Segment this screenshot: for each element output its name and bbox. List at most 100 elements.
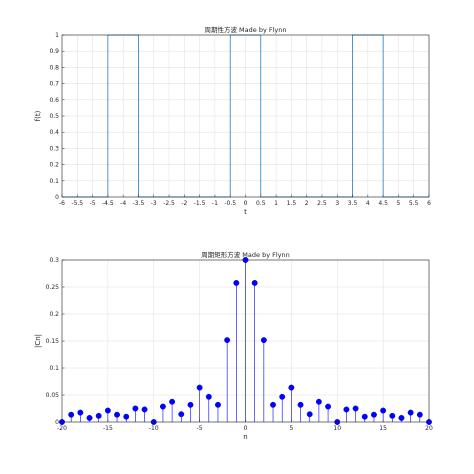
x-tick-label: -5 (90, 200, 96, 207)
y-tick-label: 0 (55, 419, 59, 426)
y-tick-label: 0.3 (49, 145, 59, 152)
x-tick-label: -4.5 (102, 200, 114, 207)
x-tick-label: 0.5 (256, 200, 266, 207)
stem-point (416, 411, 423, 418)
y-tick-label: 0.9 (49, 48, 59, 55)
y-tick-label: 0.5 (49, 113, 59, 120)
y-tick-label: 0.15 (46, 338, 60, 345)
stem-point (159, 403, 166, 410)
stem-point (361, 413, 368, 420)
ticks-bottom: -20 -15 -10 -5 0 5 10 15 20 0 0.05 0.1 0.15 0.2 0.25 0.… (46, 257, 433, 432)
stem-point (123, 413, 130, 420)
y-tick-label: 0.1 (49, 178, 59, 185)
stem-point (77, 409, 84, 416)
x-tick-label: -5 (197, 425, 203, 432)
x-tick-label: 2.5 (317, 200, 327, 207)
x-tick-label: 0 (244, 425, 248, 432)
grid-top (61, 34, 430, 198)
x-tick-label: 4 (366, 200, 370, 207)
y-axis-label-top: f(t) (34, 110, 42, 121)
stem-point (389, 412, 396, 419)
y-axis-label-bottom: |Cn| (34, 334, 42, 348)
x-tick-label: -4 (120, 200, 126, 207)
chart-title-top: 周期性方波 Made by Flynn (204, 25, 286, 34)
x-tick-label: -1.5 (194, 200, 206, 207)
stem-point (371, 411, 377, 418)
axes-frame-top (61, 34, 430, 198)
stem-point (315, 398, 322, 405)
stem-point (380, 407, 387, 414)
stem-point (398, 415, 405, 421)
y-tick-label: 0 (55, 194, 59, 201)
x-tick-label: 10 (333, 425, 341, 432)
x-tick-label: -3.5 (133, 200, 145, 207)
stem-point (178, 411, 185, 418)
stem-point (224, 337, 231, 344)
axes-frame-bottom (61, 259, 430, 423)
y-tick-label: 0.4 (49, 129, 59, 136)
x-tick-label: 20 (425, 425, 433, 432)
stem-point (251, 280, 258, 286)
x-tick-label: 5 (397, 200, 401, 207)
stem-point (288, 384, 295, 391)
x-axis-label-bottom: n (243, 433, 247, 441)
x-tick-label: -0.5 (224, 200, 236, 207)
axes-top-square-wave: -6 -5.5 -5 -4.5 -4 -3.5 -3 -2.5 -2 -1.5 -1 -0.5 0 0.5… (34, 25, 431, 216)
y-tick-label: 0.2 (49, 162, 59, 169)
stem-point (407, 409, 414, 416)
y-tick-label: 0.8 (49, 64, 59, 71)
x-tick-label: -6 (59, 200, 65, 207)
stem-point (306, 411, 313, 418)
x-tick-label: -1 (212, 200, 218, 207)
stem-point (196, 384, 203, 391)
x-tick-label: 2 (305, 200, 309, 207)
stem-point (132, 405, 139, 412)
stem-point (68, 411, 75, 418)
y-tick-label: 0.25 (46, 284, 60, 291)
stem-point (114, 411, 121, 418)
y-tick-label: 0.6 (49, 97, 59, 104)
ticks-top: -6 -5.5 -5 -4.5 -4 -3.5 -3 -2.5 -2 -1.5 -1 -0.5 0 0.5… (49, 32, 431, 207)
stem-point (141, 406, 148, 413)
y-tick-label: 0.2 (49, 311, 59, 318)
x-tick-label: -10 (149, 425, 159, 432)
x-tick-label: 4.5 (378, 200, 388, 207)
y-tick-label: 0.3 (49, 257, 59, 264)
x-tick-label: -3 (151, 200, 157, 207)
x-axis-label-top: t (244, 208, 247, 216)
y-tick-label: 0.7 (49, 81, 59, 88)
x-tick-label: 3.5 (348, 200, 358, 207)
stem-point (187, 401, 194, 408)
stem-point (169, 398, 176, 405)
stem-point (325, 403, 332, 410)
stem-point (215, 401, 221, 408)
x-tick-label: 15 (379, 425, 387, 432)
stem-point (297, 401, 304, 408)
stem-point (270, 401, 276, 408)
stem-point (205, 393, 212, 400)
x-tick-label: 1.5 (287, 200, 297, 207)
x-tick-label: -2 (181, 200, 187, 207)
y-tick-label: 0.05 (46, 392, 60, 399)
stem-point (104, 407, 111, 414)
stem-point (86, 415, 93, 421)
axes-bottom-spectrum: -20 -15 -10 -5 0 5 10 15 20 0 0.05 0.1 0.15 0.2 0.25 0.… (34, 250, 433, 441)
x-tick-label: 5 (289, 425, 293, 432)
x-tick-label: 3 (335, 200, 339, 207)
y-tick-label: 1 (55, 32, 59, 39)
chart-title-bottom: 周期矩形方波 Made by Flynn (201, 250, 290, 259)
x-tick-label: -5.5 (71, 200, 83, 207)
y-tick-label: 0.1 (49, 365, 59, 372)
x-tick-label: 1 (274, 200, 278, 207)
stem-point (260, 337, 267, 344)
x-tick-label: 0 (244, 200, 248, 207)
x-tick-label: 5.5 (409, 200, 419, 207)
stem-point (343, 406, 350, 413)
stem-point (95, 412, 102, 419)
x-tick-label: 6 (427, 200, 431, 207)
x-tick-label: -20 (57, 425, 67, 432)
x-tick-label: -15 (103, 425, 113, 432)
stem-point (233, 280, 240, 286)
x-tick-label: -2.5 (163, 200, 175, 207)
